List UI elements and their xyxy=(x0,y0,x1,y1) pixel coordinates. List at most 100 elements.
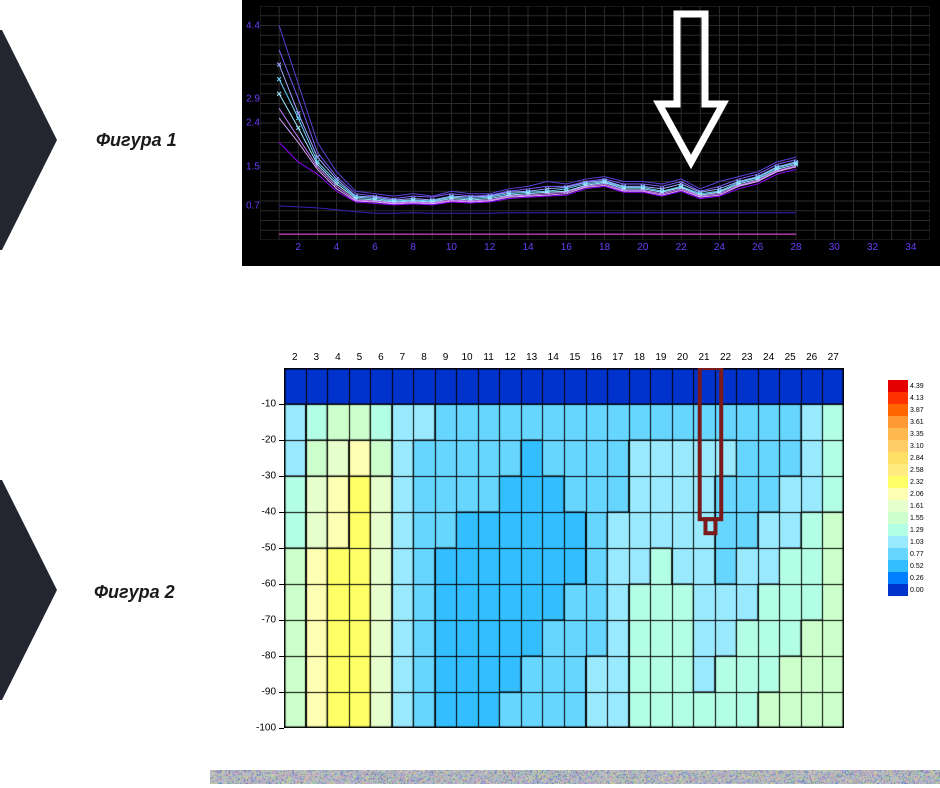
chart1-xtick: 20 xyxy=(637,242,648,253)
chart1-xtick: 6 xyxy=(372,242,378,253)
chart2-xtick: 18 xyxy=(634,352,645,363)
legend-value: 1.61 xyxy=(908,503,924,510)
legend-row: 0.52 xyxy=(888,560,932,572)
legend-row: 2.84 xyxy=(888,452,932,464)
legend-value: 3.87 xyxy=(908,407,924,414)
legend-swatch xyxy=(888,464,908,476)
legend-value: 0.26 xyxy=(908,575,924,582)
legend-value: 4.13 xyxy=(908,395,924,402)
chart1-xtick: 12 xyxy=(484,242,495,253)
chart1-svg xyxy=(260,6,930,240)
chart2-xtick: 4 xyxy=(335,352,341,363)
chart1-plot-area xyxy=(260,6,930,240)
legend-value: 0.77 xyxy=(908,551,924,558)
legend-value: 3.10 xyxy=(908,443,924,450)
chart2-ytick: -70 xyxy=(246,615,276,626)
figure1-label: Фигура 1 xyxy=(96,130,177,151)
legend-value: 1.55 xyxy=(908,515,924,522)
chart2-xtick: 16 xyxy=(591,352,602,363)
legend-swatch xyxy=(888,392,908,404)
chart2-xtick: 13 xyxy=(526,352,537,363)
legend-row: 0.26 xyxy=(888,572,932,584)
legend-value: 2.06 xyxy=(908,491,924,498)
chart2-overlay xyxy=(284,368,844,728)
chart1-xtick: 24 xyxy=(714,242,725,253)
legend-value: 3.35 xyxy=(908,431,924,438)
chart2-ytick: -40 xyxy=(246,507,276,518)
chart2-ytick: -20 xyxy=(246,435,276,446)
legend-swatch xyxy=(888,548,908,560)
legend-row: 2.06 xyxy=(888,488,932,500)
chart2-xtick: 11 xyxy=(483,352,493,363)
legend-swatch xyxy=(888,476,908,488)
chart2-xtick: 8 xyxy=(421,352,427,363)
legend-value: 2.58 xyxy=(908,467,924,474)
chart1-xtick: 10 xyxy=(446,242,457,253)
legend-swatch xyxy=(888,452,908,464)
chart2-xtick: 3 xyxy=(314,352,320,363)
legend-swatch xyxy=(888,512,908,524)
legend-value: 0.00 xyxy=(908,587,924,594)
chart1-xtick: 8 xyxy=(410,242,416,253)
legend-swatch xyxy=(888,440,908,452)
legend-row: 1.03 xyxy=(888,536,932,548)
legend-swatch xyxy=(888,536,908,548)
chart2-xtick: 7 xyxy=(400,352,406,363)
legend-row: 1.55 xyxy=(888,512,932,524)
legend-row: 4.39 xyxy=(888,380,932,392)
chart2-xtick: 15 xyxy=(569,352,580,363)
legend-value: 2.32 xyxy=(908,479,924,486)
chart1-ytick: 4.4 xyxy=(246,20,260,31)
chart2-xtick: 20 xyxy=(677,352,688,363)
chart2-xtick: 2 xyxy=(292,352,298,363)
decor-arrow-1 xyxy=(0,30,62,250)
decor-arrow-2 xyxy=(0,480,62,700)
footer-noise-band xyxy=(210,770,940,784)
chart2-xtick: 17 xyxy=(612,352,623,363)
chart2-xtick: 10 xyxy=(462,352,473,363)
chart2-ytick: -50 xyxy=(246,543,276,554)
legend-swatch xyxy=(888,584,908,596)
legend-row: 4.13 xyxy=(888,392,932,404)
chart1-xtick: 32 xyxy=(867,242,878,253)
legend-value: 2.84 xyxy=(908,455,924,462)
legend-value: 3.61 xyxy=(908,419,924,426)
legend-row: 3.35 xyxy=(888,428,932,440)
chart1-ytick: 0.7 xyxy=(246,200,260,211)
legend-row: 3.87 xyxy=(888,404,932,416)
legend-swatch xyxy=(888,500,908,512)
legend-row: 1.61 xyxy=(888,500,932,512)
chart1-xtick: 18 xyxy=(599,242,610,253)
chart1-ytick: 2.4 xyxy=(246,118,260,129)
legend-row: 3.61 xyxy=(888,416,932,428)
legend-swatch xyxy=(888,404,908,416)
legend-value: 1.29 xyxy=(908,527,924,534)
legend-swatch xyxy=(888,428,908,440)
chart2-xtick: 26 xyxy=(806,352,817,363)
chart2-ytick: -10 xyxy=(246,399,276,410)
chart1-xtick: 22 xyxy=(676,242,687,253)
legend-swatch xyxy=(888,524,908,536)
legend-row: 0.77 xyxy=(888,548,932,560)
chart2-xtick: 27 xyxy=(828,352,839,363)
chart2-xtick: 12 xyxy=(505,352,516,363)
chart2-xtick: 14 xyxy=(548,352,559,363)
chart2-xtick: 9 xyxy=(443,352,449,363)
chart1: 246810121416182022242628303234 0.71.52.4… xyxy=(242,0,940,266)
chart2-legend: 4.39 4.13 3.87 3.61 3.35 3.10 2.84 2.58 2.32 2.06… xyxy=(888,380,932,596)
chart2-xtick: 6 xyxy=(378,352,384,363)
chart1-xtick: 2 xyxy=(296,242,302,253)
chart1-xtick: 28 xyxy=(790,242,801,253)
legend-row: 2.58 xyxy=(888,464,932,476)
chart2-xtick: 25 xyxy=(785,352,796,363)
legend-value: 4.39 xyxy=(908,383,924,390)
chart1-ytick: 2.9 xyxy=(246,93,260,104)
chart1-xtick: 30 xyxy=(829,242,840,253)
chart1-ytick: 1.5 xyxy=(246,161,260,172)
figure2-label: Фигура 2 xyxy=(94,582,175,603)
chart2-xtick: 23 xyxy=(742,352,753,363)
legend-row: 3.10 xyxy=(888,440,932,452)
legend-row: 1.29 xyxy=(888,524,932,536)
chart2-ytick: -90 xyxy=(246,687,276,698)
legend-swatch xyxy=(888,572,908,584)
